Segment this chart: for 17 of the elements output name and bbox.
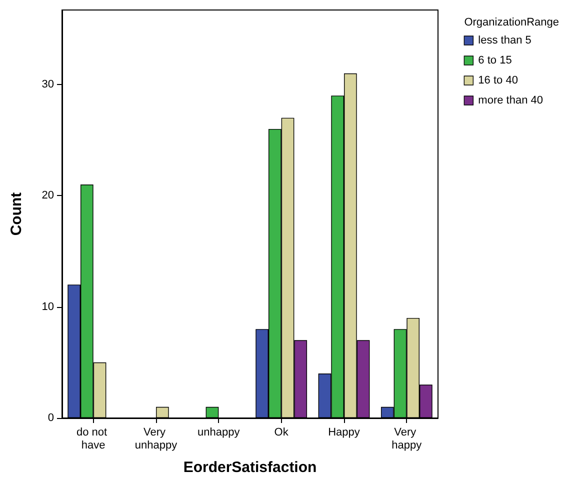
y-tick-label: 30 — [42, 78, 54, 90]
legend-title: OrganizationRange — [464, 16, 560, 28]
x-tick-label: Very unhappy — [134, 426, 178, 452]
x-tick-label: unhappy — [198, 426, 240, 438]
legend-label: 16 to 40 — [478, 74, 518, 86]
y-tick-label: 20 — [42, 190, 54, 202]
legend-label: less than 5 — [478, 34, 532, 46]
x-tick-label: Ok — [274, 426, 289, 438]
legend-label: more than 40 — [478, 94, 544, 106]
x-tick-label: Very happy — [392, 426, 422, 452]
x-axis-title: EorderSatisfaction — [183, 459, 317, 476]
legend-label: 6 to 15 — [478, 54, 512, 66]
y-tick-label: 0 — [48, 412, 54, 424]
y-axis-title: Count — [8, 192, 25, 236]
x-tick-label: Happy — [328, 426, 360, 438]
x-tick-label: do not have — [76, 426, 110, 452]
y-tick-label: 10 — [42, 300, 54, 313]
